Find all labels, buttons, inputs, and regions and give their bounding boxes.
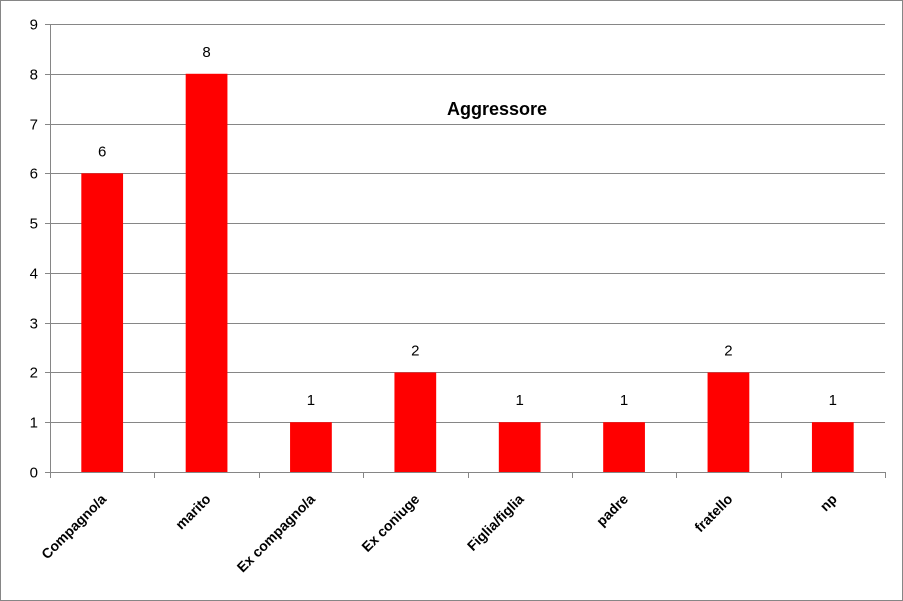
bar xyxy=(603,422,645,472)
data-label: 1 xyxy=(516,392,524,409)
y-tick-label: 3 xyxy=(30,316,38,333)
data-label: 1 xyxy=(829,392,837,409)
data-label: 6 xyxy=(98,143,106,160)
y-tick-label: 7 xyxy=(30,117,38,134)
data-label: 2 xyxy=(724,342,732,359)
y-tick-label: 2 xyxy=(30,365,38,382)
data-label: 2 xyxy=(411,342,419,359)
y-tick-label: 5 xyxy=(30,216,38,233)
bar xyxy=(811,422,854,472)
bar xyxy=(707,372,750,472)
data-label: 1 xyxy=(620,392,628,409)
bar xyxy=(290,422,332,472)
data-label: 1 xyxy=(307,392,315,409)
y-tick-label: 0 xyxy=(30,465,38,482)
bar xyxy=(81,173,124,473)
bar xyxy=(394,372,437,472)
axes xyxy=(45,24,886,478)
data-labels: 6 8 1 2 1 1 2 1 xyxy=(98,44,837,409)
y-axis-tick-labels: 0 1 2 3 4 5 6 7 8 9 xyxy=(30,17,38,482)
y-tick-label: 6 xyxy=(30,166,38,183)
y-tick-label: 1 xyxy=(30,415,38,432)
bar xyxy=(185,73,228,473)
bar xyxy=(498,422,541,472)
y-tick-label: 9 xyxy=(30,17,38,34)
data-label: 8 xyxy=(202,44,210,61)
chart-title: Aggressore xyxy=(447,99,547,119)
bars xyxy=(81,73,854,473)
y-tick-label: 8 xyxy=(30,67,38,84)
y-tick-label: 4 xyxy=(30,266,38,283)
